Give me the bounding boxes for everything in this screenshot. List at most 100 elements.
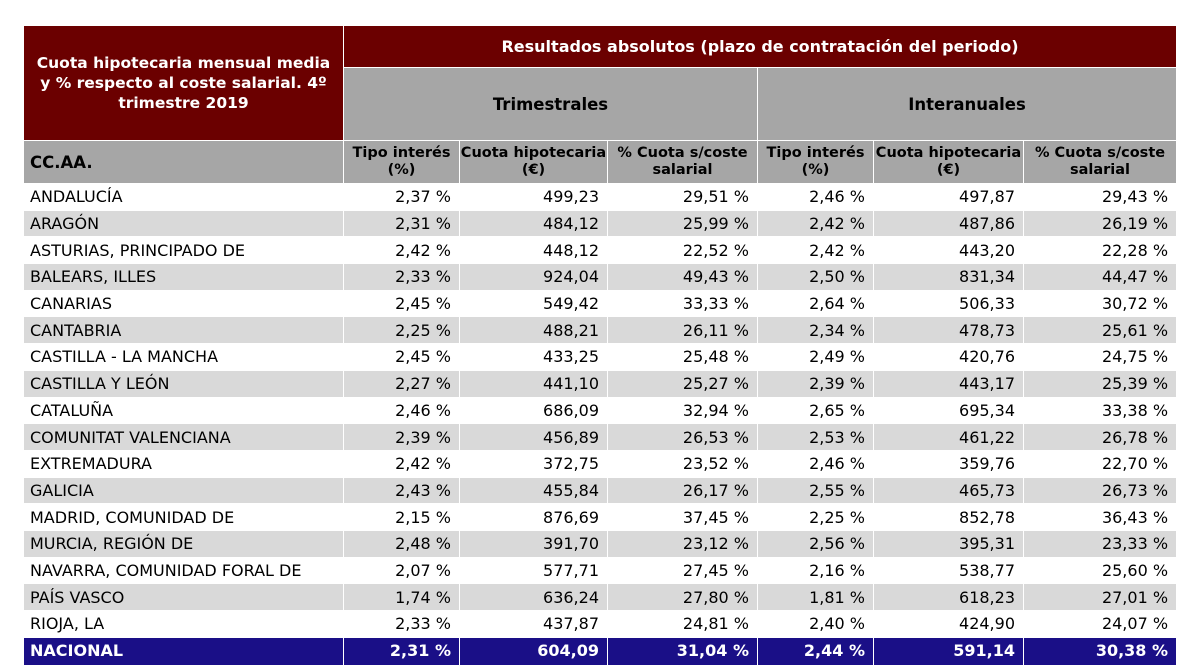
row-quarterly-rate: 2,31 % <box>343 209 460 238</box>
row-annual-pct: 26,78 % <box>1022 423 1178 451</box>
row-quarterly-pct: 29,51 % <box>607 183 758 211</box>
row-quarterly-rate: 2,07 % <box>343 556 460 585</box>
row-quarterly-rate: 2,48 % <box>343 529 460 558</box>
column-header-annual-pct: % Cuota s/coste salarial <box>1022 140 1178 184</box>
row-annual-fee: 478,73 <box>873 316 1024 345</box>
row-annual-fee: 618,23 <box>873 583 1024 611</box>
row-region: CASTILLA Y LEÓN <box>23 369 344 398</box>
row-annual-fee: 852,78 <box>873 503 1024 531</box>
row-quarterly-rate: 2,33 % <box>343 610 460 638</box>
row-annual-pct: 30,72 % <box>1022 289 1178 318</box>
group-header-annual: Interanuales <box>756 67 1178 141</box>
row-quarterly-pct: 22,52 % <box>607 236 758 265</box>
row-quarterly-rate: 2,33 % <box>343 263 460 291</box>
row-annual-rate: 2,25 % <box>757 503 874 531</box>
row-region: PAÍS VASCO <box>23 583 344 611</box>
row-annual-fee: 424,90 <box>873 610 1024 638</box>
group-header-quarterly: Trimestrales <box>343 67 758 141</box>
row-annual-pct: 25,39 % <box>1022 369 1178 398</box>
row-annual-pct: 25,60 % <box>1022 556 1178 585</box>
row-quarterly-rate: 2,45 % <box>343 289 460 318</box>
table-row: CANTABRIA 2,25 % 488,21 26,11 % 2,34 % 478,73… <box>23 316 1178 345</box>
row-region: MURCIA, REGIÓN DE <box>23 529 344 558</box>
row-annual-rate: 2,42 % <box>757 236 874 265</box>
row-quarterly-fee: 437,87 <box>459 610 608 638</box>
row-quarterly-fee: 372,75 <box>459 449 608 478</box>
row-region: CANTABRIA <box>23 316 344 345</box>
row-annual-rate: 2,49 % <box>757 343 874 371</box>
row-annual-pct: 24,75 % <box>1022 343 1178 371</box>
row-annual-pct: 25,61 % <box>1022 316 1178 345</box>
results-header: Resultados absolutos (plazo de contratac… <box>342 25 1178 68</box>
mortgage-fee-table: Cuota hipotecaria mensual media y % resp… <box>23 25 1178 666</box>
table-row: BALEARS, ILLES 2,33 % 924,04 49,43 % 2,50 % 8… <box>23 263 1178 291</box>
row-annual-rate: 2,39 % <box>757 369 874 398</box>
total-quarterly-fee: 604,09 <box>459 636 608 666</box>
table-row: CATALUÑA 2,46 % 686,09 32,94 % 2,65 % 695,34 3… <box>23 396 1178 425</box>
row-annual-rate: 2,46 % <box>757 449 874 478</box>
row-region: CANARIAS <box>23 289 344 318</box>
row-annual-fee: 420,76 <box>873 343 1024 371</box>
row-quarterly-rate: 2,15 % <box>343 503 460 531</box>
row-annual-rate: 2,16 % <box>757 556 874 585</box>
column-header-quarterly-rate: Tipo interés (%) <box>343 140 460 184</box>
row-quarterly-fee: 488,21 <box>459 316 608 345</box>
row-quarterly-rate: 2,42 % <box>343 449 460 478</box>
row-annual-rate: 2,55 % <box>757 476 874 505</box>
row-annual-pct: 44,47 % <box>1022 263 1178 291</box>
row-region: ANDALUCÍA <box>23 183 344 211</box>
table-row: PAÍS VASCO 1,74 % 636,24 27,80 % 1,81 % 618,2… <box>23 583 1178 611</box>
row-annual-pct: 36,43 % <box>1022 503 1178 531</box>
row-annual-fee: 443,20 <box>873 236 1024 265</box>
row-annual-pct: 29,43 % <box>1022 183 1178 211</box>
table-footer: NACIONAL 2,31 % 604,09 31,04 % 2,44 % 59… <box>23 636 1178 666</box>
row-quarterly-rate: 2,46 % <box>343 396 460 425</box>
row-annual-rate: 2,34 % <box>757 316 874 345</box>
row-quarterly-rate: 2,45 % <box>343 343 460 371</box>
row-quarterly-pct: 26,11 % <box>607 316 758 345</box>
row-annual-fee: 831,34 <box>873 263 1024 291</box>
row-annual-rate: 1,81 % <box>757 583 874 611</box>
column-header-annual-rate: Tipo interés (%) <box>757 140 874 184</box>
row-quarterly-pct: 25,99 % <box>607 209 758 238</box>
row-quarterly-pct: 27,45 % <box>607 556 758 585</box>
row-annual-rate: 2,46 % <box>757 183 874 211</box>
row-annual-fee: 443,17 <box>873 369 1024 398</box>
row-quarterly-rate: 2,39 % <box>343 423 460 451</box>
row-quarterly-fee: 455,84 <box>459 476 608 505</box>
row-annual-pct: 22,28 % <box>1022 236 1178 265</box>
total-quarterly-rate: 2,31 % <box>343 636 460 666</box>
table-row: ARAGÓN 2,31 % 484,12 25,99 % 2,42 % 487,86 26,… <box>23 209 1178 238</box>
row-quarterly-pct: 33,33 % <box>607 289 758 318</box>
row-quarterly-pct: 23,12 % <box>607 529 758 558</box>
column-header-quarterly-fee: Cuota hipotecaria (€) <box>459 140 608 184</box>
row-annual-fee: 497,87 <box>873 183 1024 211</box>
row-quarterly-pct: 25,48 % <box>607 343 758 371</box>
row-annual-fee: 487,86 <box>873 209 1024 238</box>
row-annual-rate: 2,53 % <box>757 423 874 451</box>
column-header-quarterly-pct: % Cuota s/coste salarial <box>607 140 758 184</box>
total-annual-fee: 591,14 <box>873 636 1024 666</box>
row-quarterly-fee: 391,70 <box>459 529 608 558</box>
row-region: COMUNITAT VALENCIANA <box>23 423 344 451</box>
row-region: EXTREMADURA <box>23 449 344 478</box>
table-row: CASTILLA - LA MANCHA 2,45 % 433,25 25,48 % 2… <box>23 343 1178 371</box>
table-row: ASTURIAS, PRINCIPADO DE 2,42 % 448,12 22,52… <box>23 236 1178 265</box>
row-annual-fee: 465,73 <box>873 476 1024 505</box>
table-row: CASTILLA Y LEÓN 2,27 % 441,10 25,27 % 2,39 %… <box>23 369 1178 398</box>
row-annual-pct: 26,73 % <box>1022 476 1178 505</box>
row-quarterly-fee: 433,25 <box>459 343 608 371</box>
row-annual-rate: 2,50 % <box>757 263 874 291</box>
row-region: NAVARRA, COMUNIDAD FORAL DE <box>23 556 344 585</box>
row-quarterly-fee: 484,12 <box>459 209 608 238</box>
row-annual-fee: 695,34 <box>873 396 1024 425</box>
row-region: GALICIA <box>23 476 344 505</box>
row-quarterly-fee: 577,71 <box>459 556 608 585</box>
row-quarterly-rate: 2,25 % <box>343 316 460 345</box>
row-annual-fee: 538,77 <box>873 556 1024 585</box>
row-region: MADRID, COMUNIDAD DE <box>23 503 344 531</box>
row-quarterly-rate: 2,43 % <box>343 476 460 505</box>
total-annual-rate: 2,44 % <box>757 636 874 666</box>
table-row: COMUNITAT VALENCIANA 2,39 % 456,89 26,53 % 2… <box>23 423 1178 451</box>
row-quarterly-rate: 1,74 % <box>343 583 460 611</box>
